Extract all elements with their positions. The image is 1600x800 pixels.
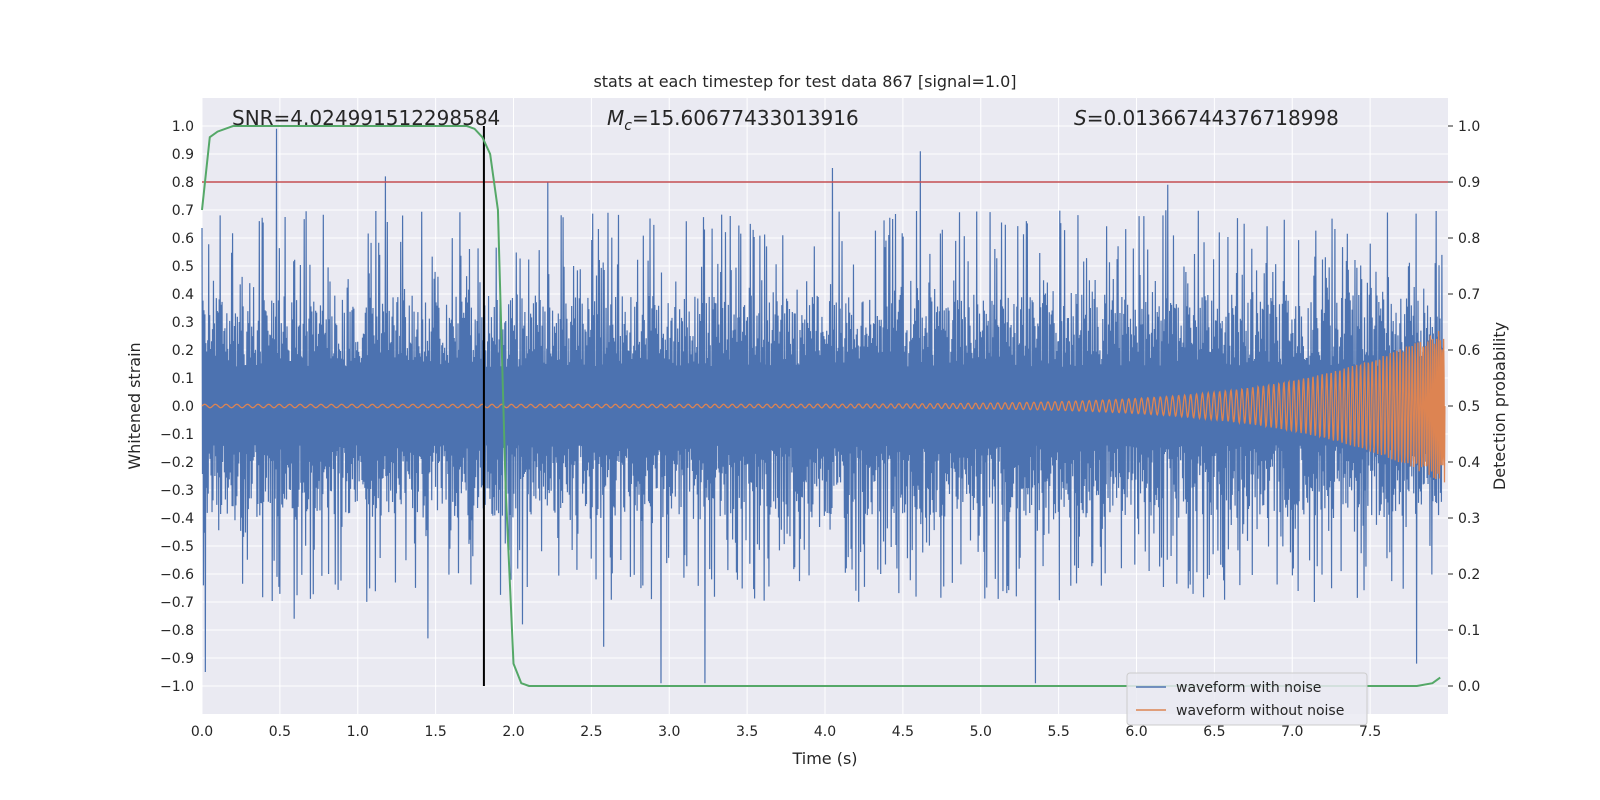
y-tick-label: −0.3 — [160, 483, 194, 499]
y2-tick-label: 0.5 — [1458, 399, 1480, 415]
y-tick-label: 0.5 — [172, 259, 194, 275]
x-tick-label: 1.0 — [347, 724, 369, 740]
y-tick-label: 0.7 — [172, 203, 194, 219]
y-tick-label: −0.8 — [160, 623, 194, 639]
series-waveform-with-noise — [201, 128, 1444, 684]
x-tick-label: 7.5 — [1359, 724, 1381, 740]
snr-annotation: SNR=4.024991512298584 — [232, 106, 500, 130]
series-layer — [201, 125, 1448, 687]
y-tick-label: −0.2 — [160, 455, 194, 471]
y-tick-label: −0.6 — [160, 567, 194, 583]
y-tick-label: 0.4 — [172, 287, 194, 303]
s-symbol: S — [1074, 106, 1087, 130]
x-tick-label: 3.0 — [658, 724, 680, 740]
x-tick-label: 6.5 — [1203, 724, 1225, 740]
y-tick-label: 0.0 — [172, 399, 194, 415]
y-tick-label: −0.4 — [160, 511, 194, 527]
y2-tick-label: 0.7 — [1458, 287, 1480, 303]
x-tick-label: 0.0 — [191, 724, 213, 740]
x-tick-label: 1.5 — [424, 724, 446, 740]
chirp-mass-symbol: M — [607, 106, 624, 130]
y-tick-label: 0.2 — [172, 343, 194, 359]
x-tick-label: 5.0 — [970, 724, 992, 740]
chirp-mass-value: =15.60677433013916 — [632, 106, 859, 130]
y2-tick-label: 0.0 — [1458, 679, 1480, 695]
x-tick-label: 2.5 — [580, 724, 602, 740]
x-tick-label: 4.0 — [814, 724, 836, 740]
y-tick-label: −0.5 — [160, 539, 194, 555]
y-tick-label: 0.6 — [172, 231, 194, 247]
y-tick-label: 1.0 — [172, 119, 194, 135]
y2-tick-label: 0.4 — [1458, 455, 1480, 471]
y-tick-label: −1.0 — [160, 679, 194, 695]
s-annotation: S=0.01366744376718998 — [1074, 106, 1339, 130]
y-tick-label: −0.1 — [160, 427, 194, 443]
legend-box — [1126, 672, 1368, 726]
x-tick-label: 4.5 — [892, 724, 914, 740]
y-tick-label: 0.8 — [172, 175, 194, 191]
y-axis-right: 0.0 0.1 0.2 0.3 0.4 0.5 0.6 0.7 0.8 0.9 1.0 — [1448, 119, 1480, 695]
chart-title: stats at each timestep for test data 867… — [593, 72, 1016, 91]
y-axis-label: Whitened strain — [125, 342, 144, 469]
x-axis: 0.0 0.5 1.0 1.5 2.0 2.5 3.0 3.5 4.0 4.5 5.0 5.5 6.0 6… — [191, 724, 1381, 740]
y-tick-label: 0.1 — [172, 371, 194, 387]
y-tick-label: 0.3 — [172, 315, 194, 331]
x-axis-label: Time (s) — [791, 749, 857, 768]
legend-label-noise: waveform with noise — [1176, 680, 1321, 696]
y-axis-left: −1.0 −0.9 −0.8 −0.7 −0.6 −0.5 −0.4 −0.3 −0.2 −0.1… — [160, 119, 194, 695]
y2-axis-label: Detection probability — [1490, 322, 1509, 490]
y-tick-label: 0.9 — [172, 147, 194, 163]
x-tick-label: 3.5 — [736, 724, 758, 740]
x-tick-label: 5.5 — [1047, 724, 1069, 740]
s-value: =0.01366744376718998 — [1087, 106, 1339, 130]
chirp-mass-subscript: c — [624, 118, 632, 134]
y2-tick-label: 0.2 — [1458, 567, 1480, 583]
series-waveform-without-noise — [201, 331, 1446, 483]
chirp-mass-annotation: Mc=15.60677433013916 — [607, 106, 859, 134]
y2-tick-label: 0.6 — [1458, 343, 1480, 359]
x-tick-label: 6.0 — [1125, 724, 1147, 740]
y-tick-label: −0.7 — [160, 595, 194, 611]
x-tick-label: 0.5 — [269, 724, 291, 740]
x-tick-label: 7.0 — [1281, 724, 1303, 740]
y2-tick-label: 0.9 — [1458, 175, 1480, 191]
y2-tick-label: 0.3 — [1458, 511, 1480, 527]
y-tick-label: −0.9 — [160, 651, 194, 667]
legend-label-clean: waveform without noise — [1176, 703, 1344, 719]
y2-tick-label: 0.1 — [1458, 623, 1480, 639]
y2-tick-label: 0.8 — [1458, 231, 1480, 247]
legend: waveform with noise waveform without noi… — [1126, 672, 1368, 726]
y2-tick-label: 1.0 — [1458, 119, 1480, 135]
x-tick-label: 2.0 — [502, 724, 524, 740]
